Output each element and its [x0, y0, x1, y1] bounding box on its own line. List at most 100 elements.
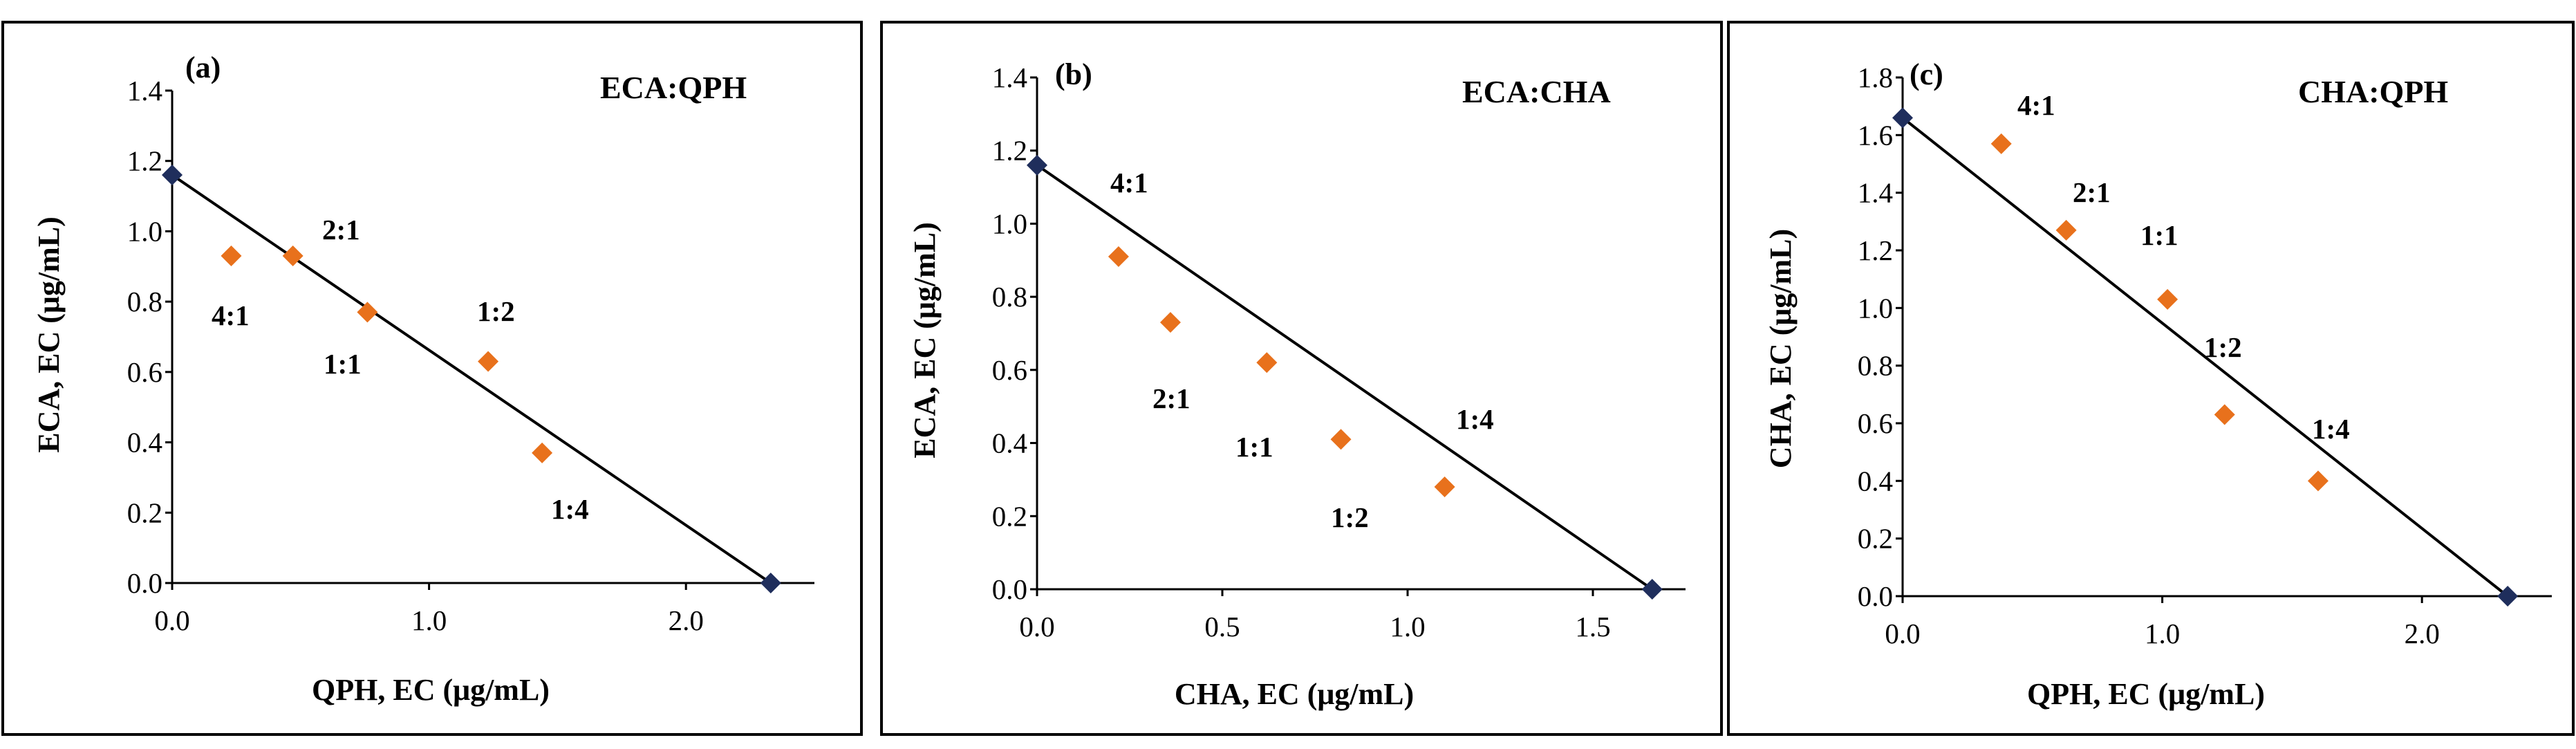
panel-a-y-tick-label: 0.4	[127, 427, 162, 459]
panel-c-y-tick-label: 1.2	[1858, 234, 1893, 266]
panel-b-isobole-line	[1036, 164, 1653, 591]
panel-c-ratio-label: 1:4	[2312, 413, 2350, 445]
panel-c-y-tick-label: 0.2	[1858, 523, 1893, 555]
panel-c-isobole-line	[1901, 116, 2509, 598]
panel-c-ratio-label: 1:2	[2204, 331, 2242, 363]
panel-c-y-tick-label: 1.4	[1858, 177, 1893, 209]
panel-a-axes: 0.0 0.2 0.4 0.6 0.8 1.0 1.2 1.4 0.0 1.0 2.0	[127, 75, 814, 636]
panel-c-ratio-label: 2:1	[2073, 176, 2111, 208]
panel-b-x-tick-label: 0.5	[1204, 611, 1240, 642]
panel-a-marks	[162, 165, 781, 593]
panel-a-ratio-label: 1:2	[477, 295, 515, 327]
panel-b-x-tick-label: 1.0	[1390, 611, 1425, 642]
panel-a-combination-point	[357, 302, 378, 323]
panel-a-y-tick-label: 0.6	[127, 356, 162, 388]
panel-b: 0.0 0.2 0.4 0.6 0.8 1.0 1.2 1.4 0.0 0.5 1.0 1.5 (b)…	[880, 21, 1723, 736]
panel-b-ratio-label: 4:1	[1110, 167, 1148, 198]
panel-b-ec-point	[1027, 154, 1047, 176]
panel-c-marks	[1892, 107, 2519, 607]
panel-b-combo-title: ECA:CHA	[1462, 74, 1611, 109]
panel-c-y-tick-label: 0.0	[1858, 580, 1893, 612]
panel-c-x-tick-label: 0.0	[1885, 618, 1920, 649]
panel-b-y-tick-label: 0.6	[992, 354, 1027, 386]
panel-c-x-tick-label: 2.0	[2405, 618, 2440, 649]
panel-c-ec-point	[2497, 586, 2519, 607]
panel-a-ratio-label: 1:4	[551, 493, 589, 525]
panel-b-y-tick-label: 1.4	[992, 62, 1027, 93]
panel-c-label: (c)	[1910, 57, 1943, 91]
panel-a-ec-point	[162, 165, 183, 186]
panel-a-combination-point	[282, 246, 304, 267]
panel-a-x-tick-label: 1.0	[411, 604, 447, 636]
panel-c-y-tick-label: 0.8	[1858, 350, 1893, 382]
panel-b-y-tick-label: 0.4	[992, 427, 1027, 459]
panel-c-ec-point	[1892, 107, 1913, 129]
panel-a-y-tick-label: 0.2	[127, 497, 162, 528]
panel-b-y-tick-label: 1.2	[992, 135, 1027, 167]
panel-b-marks	[1027, 154, 1663, 600]
panel-c-combination-point	[2157, 288, 2178, 310]
panel-b-ratio-label: 2:1	[1152, 382, 1191, 414]
panel-b-x-tick-label: 1.5	[1575, 611, 1610, 642]
panel-b-ratio-label: 1:1	[1235, 431, 1273, 463]
panel-b-y-axis-title: ECA, EC (μg/mL)	[908, 222, 942, 459]
panel-b-ratio-label: 1:4	[1456, 403, 1494, 435]
panel-b-combination-point	[1108, 246, 1129, 267]
panel-b-ec-point	[1641, 579, 1663, 600]
panel-a: 0.0 0.2 0.4 0.6 0.8 1.0 1.2 1.4 0.0 1.0 2.0 (a) EC…	[1, 21, 863, 736]
panel-a-label: (a)	[185, 50, 221, 84]
panel-c-y-tick-label: 1.6	[1858, 119, 1893, 151]
panel-c-y-tick-label: 1.0	[1858, 292, 1893, 324]
panel-a-y-tick-label: 0.8	[127, 286, 162, 317]
panel-b-combination-point	[1330, 429, 1352, 450]
panel-c-y-axis-title: CHA, EC (μg/mL)	[1764, 229, 1798, 468]
panel-c-x-axis-title: QPH, EC (μg/mL)	[2027, 677, 2265, 711]
panel-a-ratio-label: 1:1	[324, 348, 362, 380]
panel-b-frame	[880, 21, 1723, 736]
panel-b-x-tick-label: 0.0	[1019, 611, 1054, 642]
panel-c-combination-point	[2214, 404, 2235, 425]
panel-c-y-tick-label: 0.4	[1858, 465, 1893, 497]
panel-c-ratio-label: 1:1	[2140, 219, 2178, 251]
panel-a-frame	[1, 21, 863, 736]
panel-c-combination-point	[2055, 219, 2077, 241]
panel-c-x-tick-label: 1.0	[2145, 618, 2180, 649]
panel-a-combination-point	[478, 351, 499, 372]
panel-a-combination-point	[532, 442, 553, 463]
panel-a-x-axis-title: QPH, EC (μg/mL)	[312, 673, 550, 707]
panel-b-y-tick-label: 0.8	[992, 281, 1027, 313]
panel-b-y-tick-label: 1.0	[992, 207, 1027, 239]
panel-a-isobole-line	[171, 174, 772, 584]
panel-b-ratio-label: 1:2	[1331, 501, 1369, 533]
panel-b-combination-point	[1434, 477, 1455, 497]
panel-a-y-tick-label: 1.2	[127, 145, 162, 177]
panel-c: 0.00.20.40.60.81.01.21.41.61.80.0 1.0 2.0 …	[1727, 21, 2575, 736]
panel-b-y-tick-label: 0.2	[992, 500, 1027, 532]
panel-b-y-tick-label: 0.0	[992, 573, 1027, 605]
panel-b-combination-point	[1159, 312, 1181, 333]
panel-b-x-axis-title: CHA, EC (μg/mL)	[1175, 677, 1414, 711]
panel-b-combination-point	[1256, 352, 1278, 373]
panel-a-ratio-label: 2:1	[322, 214, 360, 246]
panel-c-combination-point	[1990, 133, 2012, 154]
panel-a-y-tick-label: 1.0	[127, 215, 162, 247]
panel-a-ratio-label: 4:1	[212, 299, 250, 331]
panel-c-y-tick-label: 1.8	[1858, 62, 1893, 93]
panel-b-axes: 0.0 0.2 0.4 0.6 0.8 1.0 1.2 1.4 0.0 0.5 1.0 1.5	[992, 62, 1686, 642]
panel-a-ec-point	[760, 573, 781, 593]
panel-c-axes: 0.0 0.2 0.4 0.6 0.8 1.0 1.2 1.4 1.6 1.8 0.0 1.0 2.0	[1858, 62, 2552, 649]
panel-b-label: (b)	[1055, 57, 1092, 91]
panel-a-x-tick-label: 2.0	[669, 604, 704, 636]
panel-c-y-tick-label: 0.6	[1858, 407, 1893, 439]
panel-a-combination-point	[221, 246, 242, 267]
panel-a-combo-title: ECA:QPH	[600, 70, 747, 105]
panel-c-ratio-label: 4:1	[2017, 89, 2055, 121]
panel-c-combination-point	[2307, 470, 2328, 492]
panel-a-y-tick-label: 0.0	[127, 567, 162, 599]
panel-c-frame	[1727, 21, 2575, 736]
panel-a-y-axis-title: ECA, EC (μg/mL)	[32, 216, 66, 453]
panel-a-y-tick-label: 1.4	[127, 75, 162, 107]
panel-a-x-tick-label: 0.0	[154, 604, 189, 636]
panel-c-combo-title: CHA:QPH	[2298, 74, 2448, 109]
